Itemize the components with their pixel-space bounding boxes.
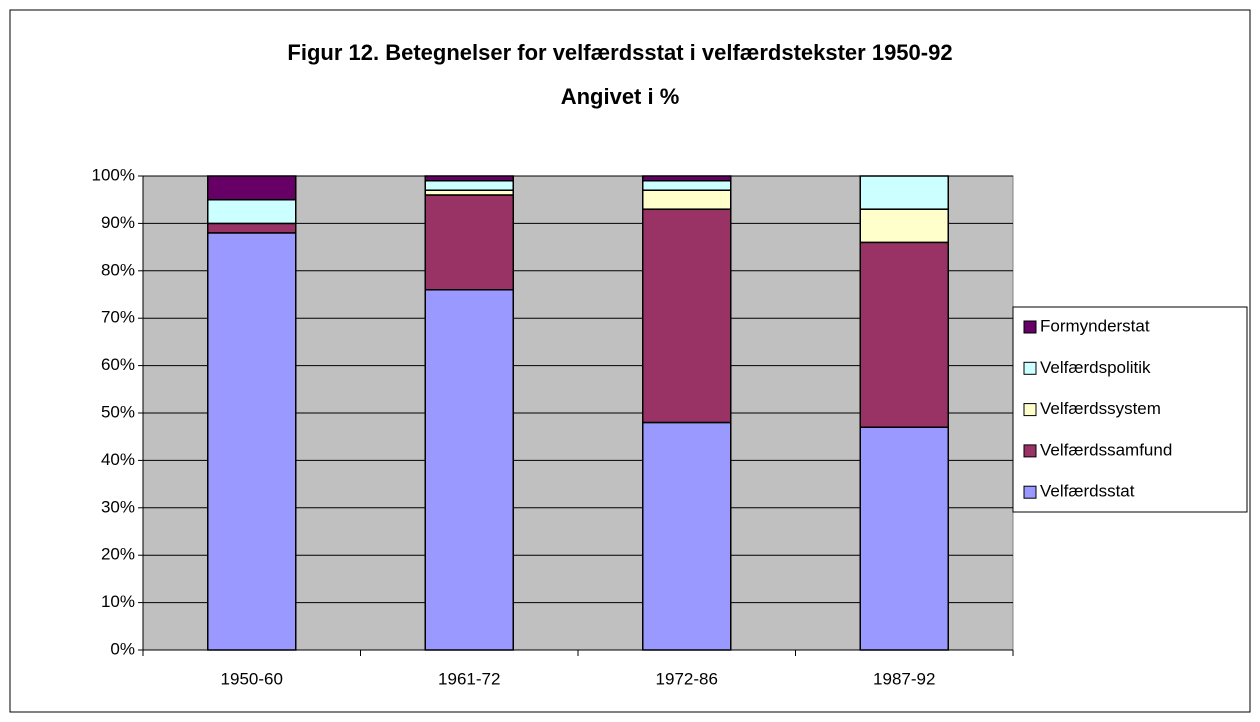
bar-segment [642, 208, 732, 424]
y-tick-label: 0% [110, 639, 135, 658]
bar-segment [642, 175, 732, 182]
y-tick-label: 90% [101, 213, 135, 232]
y-tick-label: 80% [101, 260, 135, 279]
bar-segment [642, 179, 732, 191]
bar-segment [207, 175, 297, 201]
legend-label: Formynderstat [1040, 316, 1150, 335]
bar-segment [424, 289, 514, 651]
bar-segment [859, 175, 949, 210]
legend-box [1012, 306, 1248, 513]
bar-segment [207, 198, 297, 225]
bar-segment [207, 222, 297, 234]
y-tick-label: 30% [101, 497, 135, 516]
bar-segment [424, 194, 514, 291]
legend-swatch [1023, 485, 1037, 499]
bar-segment [642, 421, 732, 651]
bar-segment [859, 208, 949, 244]
legend-label: Velfærdssystem [1040, 399, 1161, 418]
legend-swatch [1023, 403, 1037, 417]
bar-segment [207, 232, 297, 651]
y-tick-label: 100% [92, 165, 135, 184]
y-tick-label: 10% [101, 592, 135, 611]
x-tick-label: 1961-72 [438, 669, 500, 688]
y-tick-label: 20% [101, 545, 135, 564]
bar-segment [642, 189, 732, 210]
y-tick-label: 40% [101, 450, 135, 469]
bar-segment [424, 179, 514, 191]
legend-label: Velfærdssamfund [1040, 440, 1172, 459]
y-tick-label: 50% [101, 402, 135, 421]
legend-swatch [1023, 320, 1037, 334]
legend-label: Velfærdspolitik [1040, 358, 1151, 377]
legend-swatch [1023, 444, 1037, 458]
x-tick-label: 1987-92 [873, 669, 935, 688]
chart-subtitle: Angivet i % [561, 84, 680, 109]
bar-segment [859, 426, 949, 651]
y-tick-label: 60% [101, 355, 135, 374]
legend-label: Velfærdsstat [1040, 482, 1135, 501]
bar-segment [424, 175, 514, 182]
chart-title: Figur 12. Betegnelser for velfærdsstat i… [287, 40, 952, 65]
bar-segment [859, 241, 949, 428]
legend-swatch [1023, 361, 1037, 375]
x-tick-label: 1972-86 [656, 669, 718, 688]
y-tick-label: 70% [101, 308, 135, 327]
x-tick-label: 1950-60 [221, 669, 283, 688]
